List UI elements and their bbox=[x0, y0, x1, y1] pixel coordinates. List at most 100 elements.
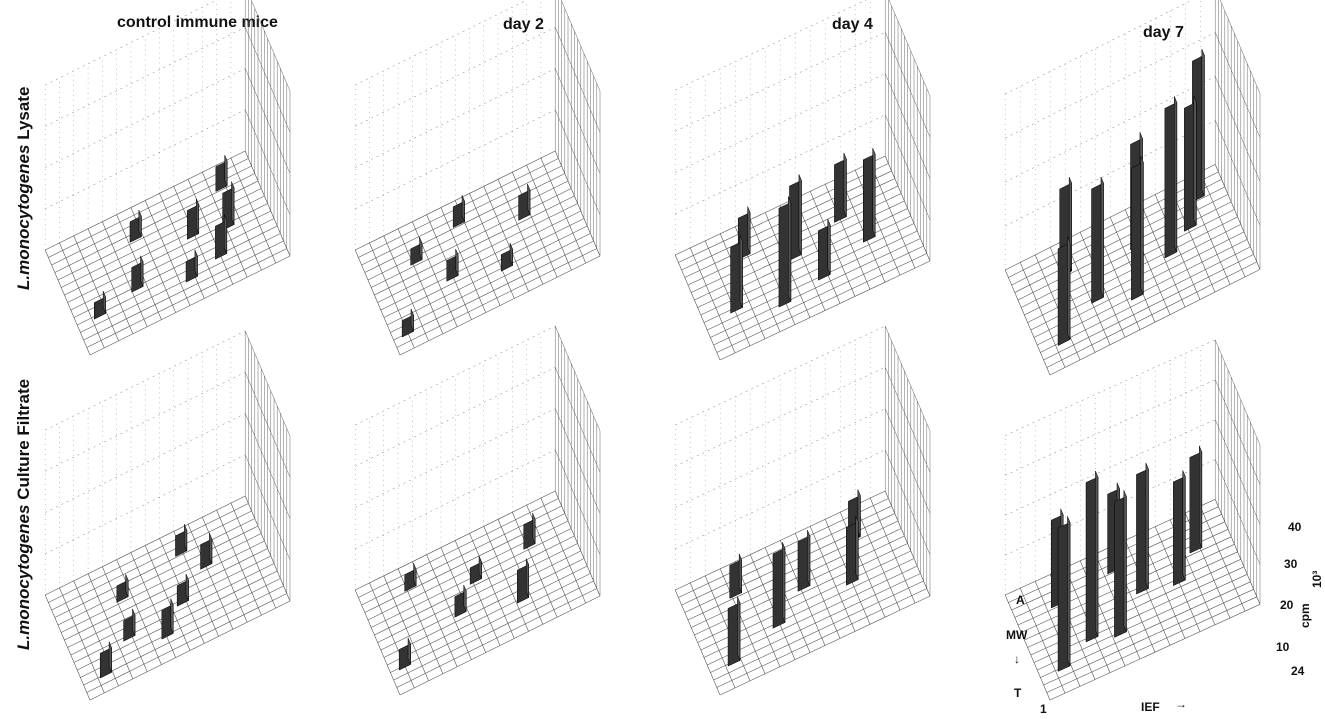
grid-line bbox=[1139, 201, 1186, 308]
wall-line bbox=[45, 454, 246, 554]
panel-filtrate-day2 bbox=[354, 325, 601, 696]
wall-line bbox=[45, 413, 246, 513]
grid-line bbox=[48, 158, 249, 258]
floor-grid bbox=[44, 495, 291, 701]
z-axis-label: cpm bbox=[1298, 603, 1312, 628]
wall-line bbox=[1005, 339, 1216, 436]
wall-line bbox=[675, 408, 886, 508]
wall-line bbox=[554, 367, 601, 473]
wall-line bbox=[675, 449, 886, 549]
bar-side bbox=[102, 290, 106, 314]
bar-side bbox=[509, 242, 513, 266]
grid-line bbox=[230, 502, 276, 609]
grid-line bbox=[691, 528, 902, 628]
wall-line bbox=[554, 325, 601, 432]
back-wall bbox=[354, 0, 601, 257]
bar-side bbox=[478, 556, 482, 579]
wall-line bbox=[554, 449, 601, 555]
ief-end-label: 24 bbox=[1291, 664, 1305, 678]
grid-line bbox=[674, 254, 721, 361]
grid-line bbox=[1199, 171, 1246, 278]
bar-side bbox=[1201, 48, 1205, 196]
wall-line bbox=[1214, 120, 1261, 226]
bar-side bbox=[185, 573, 189, 601]
grid-line bbox=[57, 525, 259, 626]
bar-side bbox=[738, 553, 742, 593]
floor-grid bbox=[354, 490, 601, 696]
bar-side bbox=[140, 255, 144, 287]
z-tick-30: 30 bbox=[1284, 557, 1298, 571]
wall-line bbox=[1005, 379, 1216, 476]
mw-arrow: ↓ bbox=[1014, 652, 1020, 666]
bar-side bbox=[532, 512, 536, 544]
wall-line bbox=[884, 155, 931, 262]
wall-line bbox=[355, 449, 556, 549]
grid-line bbox=[44, 249, 91, 356]
bar-side bbox=[798, 174, 802, 255]
bars bbox=[398, 512, 536, 671]
bar-side bbox=[461, 195, 465, 222]
grid-line bbox=[216, 510, 262, 616]
bar-side bbox=[843, 152, 847, 217]
bar-side bbox=[855, 515, 859, 580]
column-title-day4: day 4 bbox=[832, 16, 873, 33]
wall-line bbox=[45, 68, 246, 168]
floor-grid bbox=[674, 155, 931, 361]
wall-line bbox=[1219, 0, 1261, 94]
ief-arrow: → bbox=[1175, 697, 1187, 711]
grid-line bbox=[202, 517, 248, 623]
bar-side bbox=[410, 308, 414, 332]
grid-line bbox=[364, 173, 565, 273]
wall-line bbox=[888, 0, 931, 97]
wall-line bbox=[1214, 459, 1261, 565]
mw-label: MW bbox=[1006, 628, 1028, 642]
wall-line bbox=[355, 367, 556, 467]
bar-side bbox=[782, 542, 786, 623]
wall-line bbox=[554, 408, 601, 514]
grid-line bbox=[854, 170, 901, 276]
row-title-lysate-species: L.monocytogenes bbox=[14, 144, 33, 290]
z-tick-20: 20 bbox=[1280, 598, 1294, 612]
bar-side bbox=[827, 218, 831, 275]
bar-side bbox=[170, 598, 174, 634]
grid-line bbox=[367, 180, 569, 281]
grid-line bbox=[483, 526, 529, 632]
grid-line bbox=[44, 594, 91, 701]
grid-line bbox=[377, 543, 578, 643]
panel-filtrate-day7 bbox=[1004, 339, 1261, 701]
wall-line bbox=[884, 449, 931, 555]
row-title-filtrate-rest: Culture Filtrate bbox=[14, 378, 33, 505]
wall-line bbox=[250, 0, 291, 92]
wall-line bbox=[244, 109, 291, 215]
grid-line bbox=[48, 503, 249, 603]
floor-grid bbox=[674, 490, 931, 696]
grid-line bbox=[1049, 604, 1261, 701]
grid-line bbox=[61, 533, 262, 633]
grid-line bbox=[1199, 506, 1246, 612]
bar-side bbox=[747, 206, 751, 254]
floor-grid bbox=[1004, 499, 1261, 701]
bars bbox=[1050, 445, 1203, 672]
grid-line bbox=[1154, 194, 1201, 300]
grid-line bbox=[540, 497, 586, 604]
wall-line bbox=[1005, 419, 1216, 516]
wall-line bbox=[884, 490, 931, 597]
wall-line bbox=[244, 454, 291, 560]
grid-line bbox=[687, 520, 899, 621]
bar-side bbox=[1123, 490, 1127, 632]
grid-line bbox=[794, 198, 841, 304]
bar-side bbox=[463, 584, 467, 612]
wall-line bbox=[355, 109, 556, 209]
grid-line bbox=[51, 510, 252, 611]
panel-lysate-day4 bbox=[674, 0, 931, 361]
wall-line bbox=[1214, 164, 1261, 270]
grid-line bbox=[526, 165, 572, 271]
wall-line bbox=[1214, 379, 1261, 485]
grid-line bbox=[374, 535, 575, 636]
grid-line bbox=[371, 188, 572, 288]
bar-side bbox=[525, 558, 529, 598]
grid-line bbox=[67, 548, 268, 648]
bar-side bbox=[194, 249, 198, 277]
back-wall bbox=[354, 325, 601, 597]
grid-line bbox=[469, 533, 515, 639]
